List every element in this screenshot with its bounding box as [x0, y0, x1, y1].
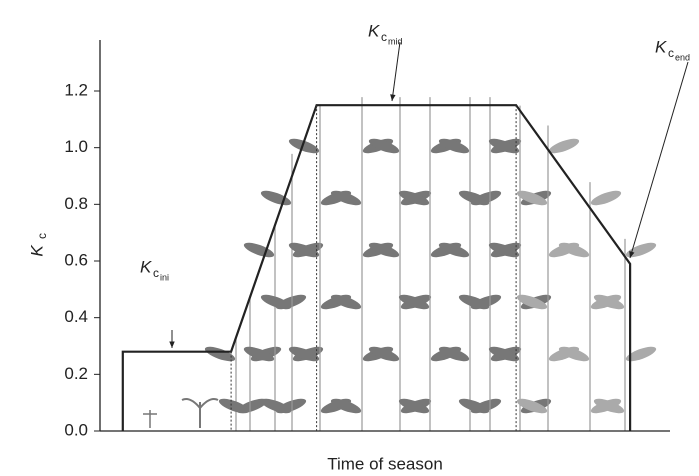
- leaf: [438, 138, 470, 154]
- leaf: [243, 346, 275, 362]
- leaf: [593, 398, 625, 414]
- x-axis-label: Time of season: [327, 454, 443, 473]
- seedling: [143, 410, 157, 428]
- leaf: [593, 294, 625, 310]
- leaf: [368, 242, 400, 258]
- leaf: [458, 190, 490, 206]
- leaf: [438, 242, 470, 258]
- leaf: [288, 242, 320, 258]
- y-tick-label: 0.2: [64, 364, 88, 383]
- leaf: [516, 190, 548, 206]
- y-tick-label: 1.2: [64, 80, 88, 99]
- leaf: [288, 138, 320, 154]
- annotation-subsub: ini: [160, 272, 169, 282]
- annotation-arrow: [391, 41, 401, 102]
- leaf: [488, 242, 520, 258]
- y-tick-label: 0.6: [64, 250, 88, 269]
- y-tick-label: 0.8: [64, 194, 88, 213]
- annotation-sub: c: [668, 46, 674, 60]
- leaf: [548, 138, 580, 154]
- leaf: [516, 398, 548, 414]
- leaf: [398, 398, 430, 414]
- annotation-sub: c: [381, 30, 387, 44]
- seedling: [181, 398, 219, 428]
- leaf: [368, 346, 400, 362]
- annotation-text: K: [368, 21, 380, 40]
- arrow-head: [629, 251, 635, 258]
- leaf: [458, 398, 490, 414]
- y-tick-label: 0.0: [64, 420, 88, 439]
- leaf: [330, 190, 362, 206]
- leaf: [590, 190, 622, 206]
- kc-curve: [121, 104, 632, 431]
- leaf: [330, 294, 362, 310]
- annotation-subsub: mid: [388, 36, 403, 46]
- arrow-head: [390, 94, 396, 101]
- annotation-text: K: [655, 37, 667, 56]
- leaf: [368, 138, 400, 154]
- leaf: [260, 398, 292, 414]
- leaf: [398, 294, 430, 310]
- annotation-sub: c: [153, 266, 159, 280]
- leaf: [625, 242, 657, 258]
- annotation-subsub: end: [675, 52, 690, 62]
- arrow-head: [169, 341, 175, 348]
- annotation-text: K: [140, 257, 152, 276]
- leaf: [218, 398, 250, 414]
- y-label-sub: c: [35, 233, 49, 239]
- leaf: [625, 346, 657, 362]
- y-axis-label: K c: [27, 233, 49, 257]
- leaf: [488, 346, 520, 362]
- leaf: [558, 346, 590, 362]
- y-tick-label: 0.4: [64, 307, 88, 326]
- leaf: [558, 242, 590, 258]
- leaf: [288, 346, 320, 362]
- leaf: [458, 294, 490, 310]
- leaf: [516, 294, 548, 310]
- leaf: [204, 346, 236, 362]
- y-label-main: K: [27, 245, 46, 257]
- leaf: [243, 242, 275, 258]
- leaf: [330, 398, 362, 414]
- leaf: [260, 294, 292, 310]
- leaf: [438, 346, 470, 362]
- leaf: [488, 138, 520, 154]
- plant-illustration: [143, 97, 657, 431]
- y-tick-label: 1.0: [64, 137, 88, 156]
- annotation-arrow: [629, 61, 689, 259]
- leaf: [398, 190, 430, 206]
